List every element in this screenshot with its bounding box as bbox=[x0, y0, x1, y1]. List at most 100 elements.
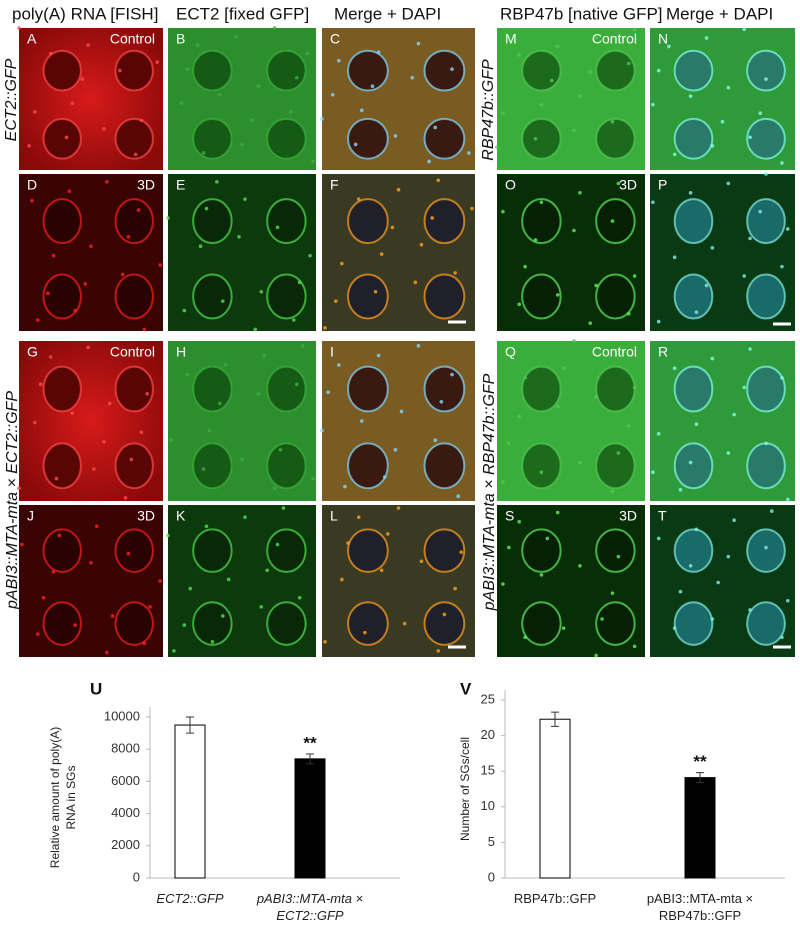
granule bbox=[632, 274, 637, 278]
granule bbox=[123, 496, 128, 500]
error-bar bbox=[696, 772, 704, 784]
granule bbox=[656, 68, 661, 73]
granule bbox=[89, 244, 93, 249]
granule bbox=[123, 34, 128, 39]
granule bbox=[240, 142, 244, 147]
granule bbox=[256, 84, 261, 89]
granule bbox=[694, 422, 699, 427]
granule bbox=[148, 605, 152, 609]
panel-letter: M bbox=[505, 31, 517, 47]
nucleus bbox=[266, 365, 307, 413]
y-tick-label: 2000 bbox=[111, 837, 140, 852]
panel-tag: 3D bbox=[137, 508, 155, 524]
nucleus bbox=[746, 198, 786, 245]
granule bbox=[453, 271, 457, 275]
panel-letter: S bbox=[505, 508, 514, 524]
y-tick-label: 10 bbox=[481, 798, 495, 813]
nucleus bbox=[114, 601, 154, 646]
granule bbox=[459, 550, 464, 554]
granule bbox=[94, 524, 99, 529]
y-tick-label: 8000 bbox=[111, 741, 140, 756]
panel-letter: A bbox=[27, 31, 37, 47]
x-tick-label: ECT2::GFP bbox=[156, 891, 224, 906]
panel-letter: C bbox=[330, 31, 340, 47]
nucleus bbox=[746, 365, 786, 413]
nucleus bbox=[192, 601, 233, 646]
granule bbox=[656, 432, 661, 436]
granule bbox=[139, 118, 144, 123]
granule bbox=[732, 412, 736, 417]
nucleus bbox=[746, 117, 786, 160]
granule bbox=[376, 353, 381, 358]
granule bbox=[517, 302, 521, 307]
granule bbox=[272, 486, 277, 491]
granule bbox=[433, 125, 438, 130]
granule bbox=[578, 460, 582, 465]
nucleus bbox=[521, 365, 562, 413]
granule bbox=[120, 272, 125, 277]
granule bbox=[402, 621, 407, 626]
y-tick-label: 15 bbox=[481, 763, 495, 778]
granule bbox=[281, 506, 286, 510]
micrograph-panel: N bbox=[650, 27, 795, 170]
granule bbox=[710, 356, 715, 361]
error-bar bbox=[551, 711, 559, 727]
granule bbox=[48, 51, 53, 56]
granule bbox=[780, 161, 784, 165]
micrograph-panel: B bbox=[168, 26, 316, 170]
nucleus bbox=[347, 117, 389, 160]
granule bbox=[136, 208, 141, 212]
micrograph-panel: T bbox=[650, 505, 795, 657]
granule bbox=[523, 635, 527, 640]
bar bbox=[684, 777, 716, 879]
granule bbox=[220, 299, 225, 303]
granule bbox=[256, 392, 261, 396]
granule bbox=[436, 649, 441, 653]
granule bbox=[166, 533, 170, 538]
granule bbox=[780, 635, 784, 640]
granule bbox=[243, 515, 247, 519]
nucleus bbox=[347, 601, 389, 646]
granule bbox=[201, 151, 206, 155]
nucleus bbox=[673, 528, 714, 573]
nucleus bbox=[42, 198, 82, 245]
granule bbox=[27, 144, 31, 148]
granule bbox=[343, 484, 347, 489]
granule bbox=[632, 644, 637, 649]
granule bbox=[626, 61, 631, 66]
granule bbox=[726, 85, 731, 90]
y-tick-label: 25 bbox=[481, 691, 495, 706]
panel-letter: B bbox=[176, 31, 185, 47]
granule bbox=[507, 441, 511, 446]
nucleus bbox=[521, 528, 562, 573]
granule bbox=[86, 43, 90, 47]
granule bbox=[326, 390, 330, 395]
nucleus bbox=[114, 49, 154, 92]
nucleus bbox=[192, 365, 233, 413]
granule bbox=[572, 228, 576, 233]
y-axis-label: RNA in SGs bbox=[64, 765, 78, 829]
granule bbox=[539, 200, 544, 205]
granule bbox=[467, 151, 471, 155]
panel-letter: E bbox=[176, 177, 185, 193]
granule bbox=[385, 532, 390, 536]
granule bbox=[667, 44, 671, 49]
granule bbox=[517, 53, 521, 57]
granule bbox=[330, 92, 335, 97]
granule bbox=[523, 376, 527, 380]
significance-mark: ** bbox=[693, 752, 707, 771]
granule bbox=[764, 545, 768, 550]
granule bbox=[764, 77, 768, 81]
granule bbox=[742, 27, 747, 32]
granule bbox=[142, 327, 147, 332]
nucleus bbox=[42, 528, 82, 573]
granule bbox=[419, 242, 424, 247]
granule bbox=[311, 159, 315, 164]
granule bbox=[651, 200, 655, 205]
granule bbox=[672, 626, 677, 630]
granule bbox=[204, 206, 209, 211]
granule bbox=[616, 451, 621, 455]
granule bbox=[80, 77, 85, 81]
nucleus bbox=[192, 198, 233, 245]
granule bbox=[262, 353, 267, 358]
